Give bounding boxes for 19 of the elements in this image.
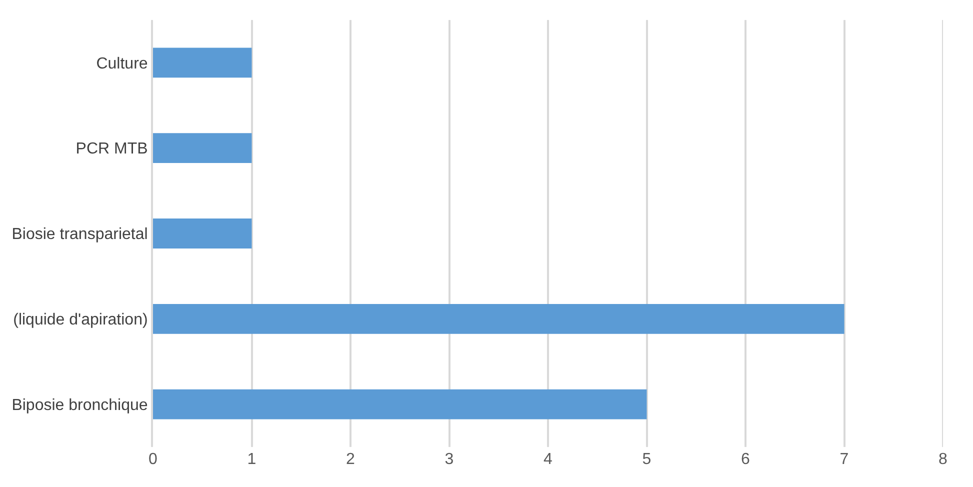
y-tick-label: (liquide d'apiration) [13, 312, 148, 328]
bar [153, 218, 252, 248]
x-tick-label: 0 [148, 451, 158, 468]
y-tick-label: Biosie transparietal [12, 226, 148, 244]
x-tick-label: 8 [938, 451, 948, 468]
bar [153, 48, 252, 78]
bar [153, 304, 844, 334]
x-tick-label: 1 [247, 451, 256, 468]
bar [153, 133, 252, 164]
y-tick-label: Culture [96, 55, 148, 72]
x-tick-label: 2 [346, 451, 356, 468]
y-tick-label: PCR MTB [76, 140, 148, 158]
x-tick-label: 7 [840, 451, 849, 468]
x-tick-label: 5 [642, 451, 652, 468]
x-tick-label: 6 [741, 451, 750, 468]
bar [153, 389, 647, 420]
x-tick-label: 4 [544, 451, 553, 468]
y-tick-label: Biposie bronchique [12, 396, 148, 414]
x-tick-label: 3 [444, 451, 454, 468]
